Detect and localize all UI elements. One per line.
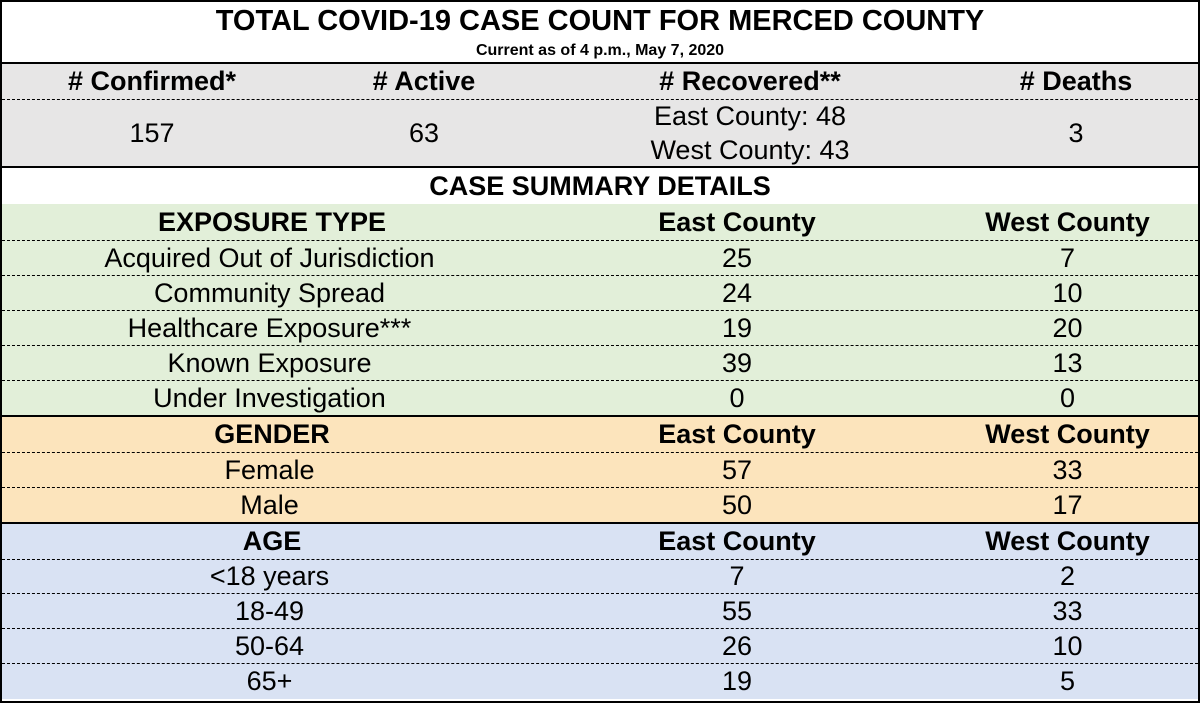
east-county-value: 7 xyxy=(729,561,745,591)
exposure-label: Healthcare Exposure*** xyxy=(127,312,412,343)
exposure-east-header: East County xyxy=(658,206,816,237)
east-county-value: 24 xyxy=(721,277,753,308)
west-county-value: 10 xyxy=(1052,277,1083,308)
table-row: Known Exposure 39 13 xyxy=(2,346,1198,381)
east-county-value: 50 xyxy=(721,489,753,520)
age-header: AGE xyxy=(242,526,302,556)
table-row: Under Investigation 0 0 xyxy=(2,381,1198,417)
west-county-value: 7 xyxy=(1059,242,1076,273)
confirmed-value: 157 xyxy=(129,117,175,148)
deaths-value: 3 xyxy=(1068,117,1084,148)
exposure-label: Under Investigation xyxy=(153,382,386,413)
east-county-value: 19 xyxy=(721,666,753,696)
west-county-value: 33 xyxy=(1052,454,1083,485)
east-county-value: 19 xyxy=(721,312,753,343)
details-title: CASE SUMMARY DETAILS xyxy=(429,170,771,201)
summary-values-row: 157 63 East County: 48 West County: 43 3 xyxy=(2,100,1198,168)
age-header-row: AGE East County West County xyxy=(2,524,1198,560)
exposure-label: Known Exposure xyxy=(167,347,372,378)
page-title: TOTAL COVID-19 CASE COUNT FOR MERCED COU… xyxy=(215,4,985,37)
west-county-value: 33 xyxy=(1052,595,1083,626)
east-county-value: 26 xyxy=(721,630,753,661)
gender-header: GENDER xyxy=(214,419,330,449)
east-county-value: 57 xyxy=(721,454,753,485)
age-label: <18 years xyxy=(209,561,330,591)
west-county-value: 10 xyxy=(1052,630,1083,661)
recovered-header: # Recovered** xyxy=(659,66,841,96)
gender-east-header: East County xyxy=(658,419,816,449)
exposure-west-header: West County xyxy=(985,206,1150,237)
exposure-type-header: EXPOSURE TYPE xyxy=(157,206,387,237)
age-east-header: East County xyxy=(658,526,816,556)
west-county-value: 5 xyxy=(1059,666,1076,696)
table-row: Community Spread 24 10 xyxy=(2,276,1198,311)
west-county-value: 0 xyxy=(1059,382,1076,413)
exposure-header-row: EXPOSURE TYPE East County West County xyxy=(2,204,1198,241)
table-row: 18-49 55 33 xyxy=(2,594,1198,629)
deaths-header: # Deaths xyxy=(1019,66,1133,96)
age-label: 65+ xyxy=(246,666,293,696)
age-label: 18-49 xyxy=(234,595,305,626)
title-row: TOTAL COVID-19 CASE COUNT FOR MERCED COU… xyxy=(2,2,1198,40)
table-row: Male 50 17 xyxy=(2,488,1198,524)
table-row: 65+ 19 5 xyxy=(2,664,1198,699)
page-subtitle: Current as of 4 p.m., May 7, 2020 xyxy=(475,42,725,59)
west-county-value: 2 xyxy=(1059,561,1076,591)
east-county-value: 25 xyxy=(721,242,753,273)
west-county-value: 20 xyxy=(1052,312,1083,343)
table-row: <18 years 7 2 xyxy=(2,560,1198,594)
active-header: # Active xyxy=(372,66,476,96)
age-west-header: West County xyxy=(985,526,1150,556)
recovered-east-value: East County: 48 xyxy=(653,101,847,131)
gender-label: Female xyxy=(224,454,315,485)
table-row: Female 57 33 xyxy=(2,453,1198,488)
exposure-label: Acquired Out of Jurisdiction xyxy=(104,242,435,273)
summary-header-row: # Confirmed* # Active # Recovered** # De… xyxy=(2,64,1198,100)
east-county-value: 0 xyxy=(729,382,745,413)
gender-label: Male xyxy=(240,489,299,520)
table-row: Acquired Out of Jurisdiction 25 7 xyxy=(2,241,1198,276)
age-label: 50-64 xyxy=(234,630,305,661)
recovered-values: East County: 48 West County: 43 xyxy=(600,100,900,166)
gender-header-row: GENDER East County West County xyxy=(2,417,1198,453)
exposure-label: Community Spread xyxy=(153,277,386,308)
confirmed-header: # Confirmed* xyxy=(67,66,237,96)
gender-west-header: West County xyxy=(985,419,1150,449)
west-county-value: 17 xyxy=(1052,489,1083,520)
west-county-value: 13 xyxy=(1052,347,1083,378)
table-row: Healthcare Exposure*** 19 20 xyxy=(2,311,1198,346)
active-value: 63 xyxy=(408,117,440,148)
east-county-value: 39 xyxy=(721,347,753,378)
subtitle-row: Current as of 4 p.m., May 7, 2020 xyxy=(2,40,1198,64)
east-county-value: 55 xyxy=(721,595,753,626)
recovered-west-value: West County: 43 xyxy=(650,135,850,165)
table-row: 50-64 26 10 xyxy=(2,629,1198,664)
details-title-row: CASE SUMMARY DETAILS xyxy=(2,168,1198,204)
